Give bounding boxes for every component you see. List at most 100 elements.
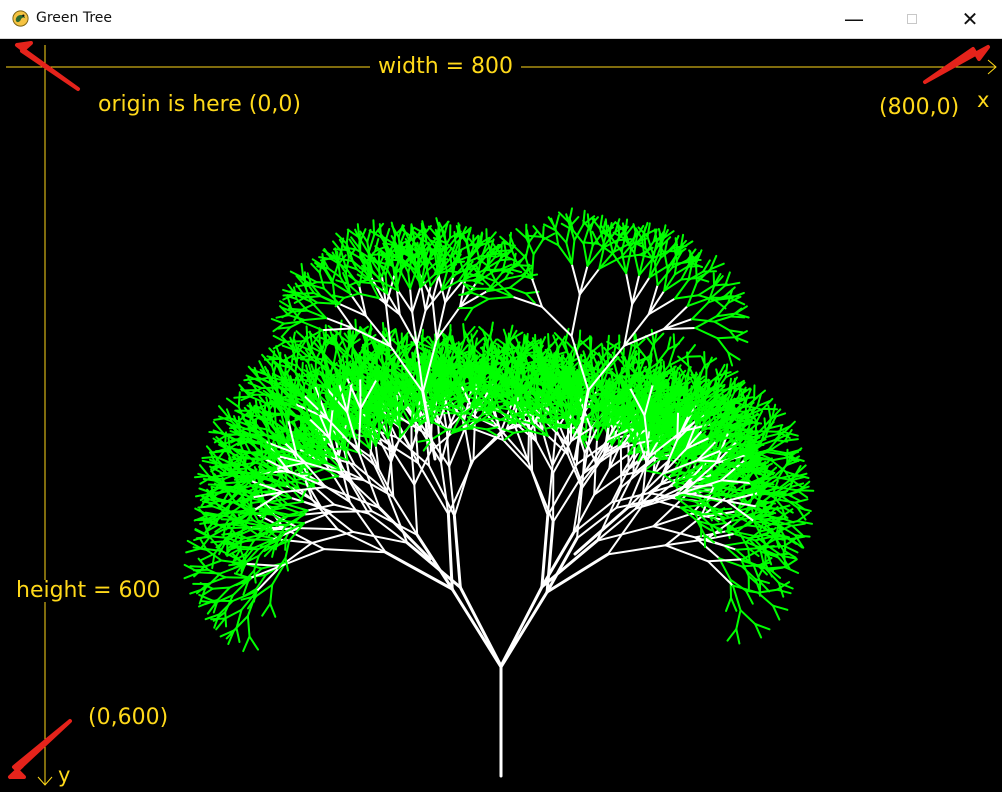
leaf-branch — [519, 370, 527, 383]
leaf-branch — [329, 363, 334, 376]
leaf-branch — [270, 477, 290, 486]
leaf-branch — [379, 417, 389, 430]
leaf-branch — [522, 341, 534, 355]
leaf-branch — [505, 336, 509, 354]
leaf-branch — [225, 397, 240, 408]
leaf-branch — [549, 404, 565, 414]
leaf-branch — [234, 508, 256, 525]
wood-branch — [652, 498, 682, 509]
leaf-branch — [726, 628, 738, 642]
leaf-branch — [378, 421, 390, 440]
leaf-branch — [548, 395, 562, 401]
leaf-branch — [750, 514, 770, 521]
leaf-branch — [376, 400, 380, 412]
wood-branch — [632, 449, 647, 475]
leaf-branch — [220, 465, 229, 478]
leaf-branch — [200, 552, 216, 561]
leaf-branch — [712, 484, 724, 495]
close-button[interactable]: ✕ — [942, 0, 998, 38]
wood-branch — [606, 505, 643, 556]
leaf-branch — [454, 375, 466, 387]
leaf-branch — [275, 363, 291, 369]
leaf-branch — [527, 411, 544, 419]
leaf-branch — [709, 506, 718, 518]
wood-branch — [572, 501, 613, 534]
leaf-branch — [390, 394, 396, 407]
minimize-button[interactable]: — — [826, 0, 882, 38]
leaf-branch — [489, 372, 496, 391]
leaf-branch — [257, 477, 273, 481]
leaf-branch — [370, 356, 377, 370]
leaf-branch — [515, 389, 518, 405]
leaf-branch — [224, 608, 243, 620]
leaf-branch — [554, 409, 558, 432]
leaf-branch — [235, 608, 243, 630]
leaf-branch — [570, 377, 581, 388]
leaf-branch — [233, 484, 247, 491]
leaf-branch — [476, 407, 488, 412]
leaf-branch — [238, 409, 252, 422]
leaf-branch — [465, 354, 478, 366]
leaf-branch — [531, 372, 541, 383]
leaf-branch — [604, 400, 618, 413]
wood-branch — [378, 438, 392, 464]
leaf-branch — [481, 328, 489, 344]
leaf-branch — [224, 509, 236, 526]
leaf-branch — [263, 543, 276, 552]
leaf-branch — [627, 345, 633, 362]
leaf-branch — [638, 365, 648, 380]
leaf-branch — [424, 357, 431, 370]
leaf-branch — [516, 348, 521, 365]
leaf-branch — [267, 536, 280, 546]
leaf-branch — [294, 352, 299, 374]
leaf-branch — [292, 355, 309, 361]
leaf-branch — [758, 430, 779, 433]
leaf-branch — [269, 602, 277, 618]
wood-branch — [393, 452, 416, 486]
wood-branch — [359, 378, 378, 410]
leaf-branch — [556, 373, 567, 383]
leaf-branch — [352, 396, 356, 410]
leaf-branch — [524, 335, 528, 353]
leaf-branch — [231, 418, 243, 429]
pygame-canvas[interactable]: width = 800 origin is here (0,0) (800,0)… — [0, 39, 1002, 792]
leaf-branch — [783, 537, 798, 547]
leaf-branch — [650, 328, 655, 345]
leaf-branch — [697, 496, 712, 509]
leaf-branch — [674, 394, 681, 415]
wood-branch — [349, 480, 370, 515]
leaf-branch — [350, 342, 357, 361]
wood-branch — [345, 376, 362, 410]
leaf-branch — [386, 407, 391, 420]
leaf-branch — [676, 450, 695, 457]
leaf-branch — [369, 420, 378, 433]
wood-branch — [353, 463, 388, 493]
wood-branch — [283, 442, 307, 464]
wood-branch — [377, 506, 432, 561]
wood-branch — [664, 516, 702, 547]
leaf-branch — [264, 433, 286, 444]
maximize-button[interactable] — [884, 0, 940, 38]
wood-branch — [583, 427, 599, 454]
leaf-branch — [354, 345, 367, 361]
leaf-branch — [400, 397, 404, 410]
leaf-branch — [240, 393, 256, 401]
leaf-branch — [678, 493, 700, 499]
leaf-branch — [515, 380, 523, 392]
leaf-branch — [496, 388, 510, 391]
leaf-branch — [619, 366, 624, 381]
leaf-branch — [256, 476, 265, 503]
leaf-branch — [457, 356, 462, 385]
leaf-branch — [253, 569, 257, 584]
wood-branch — [413, 450, 432, 486]
leaf-branch — [318, 436, 327, 447]
wood-branch — [546, 464, 554, 517]
leaf-branch — [712, 492, 727, 496]
leaf-branch — [683, 450, 699, 463]
leaf-branch — [308, 331, 321, 344]
leaf-branch — [493, 392, 506, 397]
wood-branch — [458, 585, 503, 668]
leaf-branch — [363, 350, 381, 362]
leaf-branch — [677, 404, 690, 414]
leaf-branch — [359, 355, 370, 380]
